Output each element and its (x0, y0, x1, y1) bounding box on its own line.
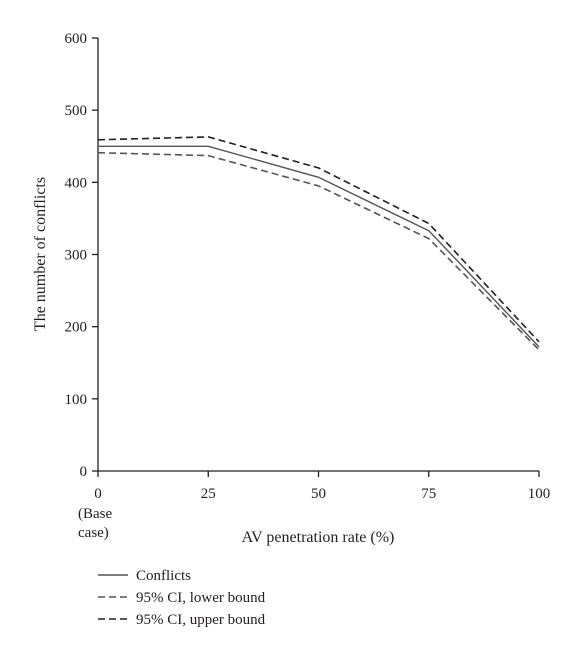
x-axis-title: AV penetration rate (%) (242, 529, 395, 546)
legend: Conflicts 95% CI, lower bound 95% CI, uppe… (98, 568, 266, 628)
y-axis-title: The number of conflicts (32, 177, 49, 331)
series-lines (97, 136, 540, 351)
y-tick-label: 100 (65, 392, 88, 408)
y-tick-label: 600 (65, 31, 88, 47)
y-tick-label: 300 (65, 248, 88, 264)
y-tick-label: 400 (65, 175, 88, 191)
x-tick-label: 75 (421, 486, 436, 502)
x-tick-label: 25 (201, 486, 216, 502)
legend-label-2: 95% CI, upper bound (136, 612, 266, 628)
x-tick-label: 50 (311, 486, 326, 502)
x-tick-sublabel: (Base (78, 506, 112, 522)
x-tick-sublabel: case) (78, 525, 109, 541)
legend-label-0: Conflicts (136, 568, 191, 584)
y-tick-label: 500 (65, 103, 88, 119)
y-tick-label: 0 (80, 464, 88, 480)
x-tick-label: 0 (94, 486, 102, 502)
series-line-1 (97, 151, 540, 351)
series-line-0 (98, 145, 540, 348)
x-tick-label: 100 (528, 486, 551, 502)
series-line-2 (97, 136, 540, 343)
axes: 0 100 200 300 400 500 600 0 25 50 75 100 (Base case) (65, 31, 551, 541)
y-tick-label: 200 (65, 320, 88, 336)
legend-label-1: 95% CI, lower bound (136, 590, 266, 606)
